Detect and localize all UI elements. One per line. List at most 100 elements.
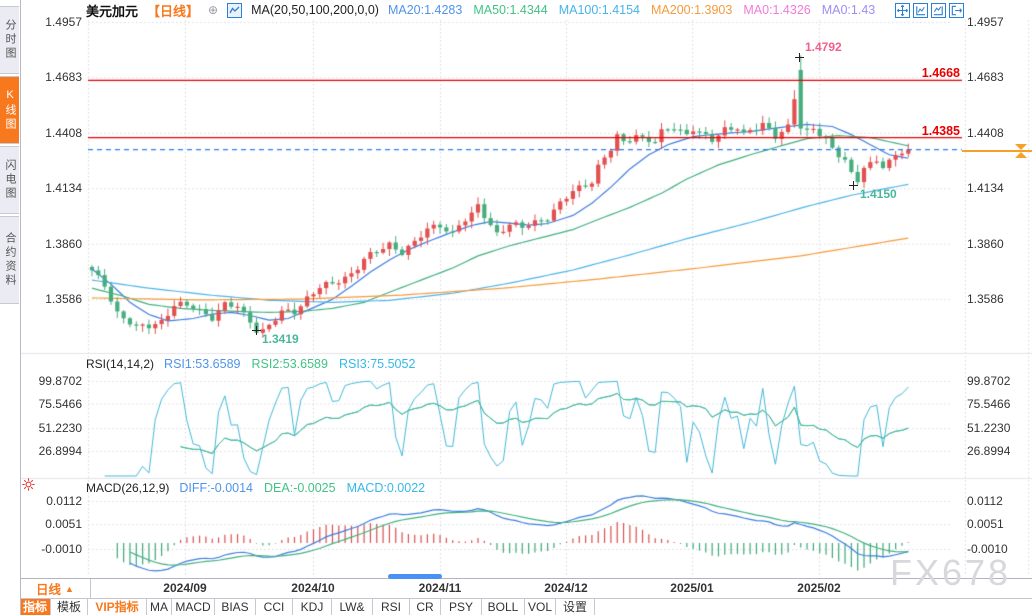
period-low-label: 1.3419 [262,332,299,346]
rsi-value-1: RSI1:53.6589 [164,357,241,371]
current-price-axis-line [962,150,1032,152]
ma-value-2: MA50:1.4344 [473,3,548,17]
rsi-title: RSI(14,14,2) [86,357,155,371]
toolbar-tab-BIAS[interactable]: BIAS [215,599,256,615]
ma-value-5: MA0:1.4326 [743,3,811,17]
ma-settings-label: MA(20,50,100,200,0,0) [251,3,379,17]
toolbar-tab-VOL[interactable]: VOL [525,599,556,615]
month-label-1: 2024/09 [163,581,207,595]
timeframe-selector-label: 日线 [36,583,62,597]
indicator-settings-icon[interactable] [21,477,36,497]
macd-axis-label-right-1: 0.0112 [967,494,1003,508]
toolbar-tab-RSI[interactable]: RSI [373,599,410,615]
toolbar-tab-MACD[interactable]: MACD [172,599,215,615]
price-axis-label-right-1: 1.4957 [967,15,1004,29]
rsi-axis-label-right-2: 75.5466 [967,396,1011,411]
symbol-name: 美元加元 [86,3,139,19]
scale-axis-right-icon[interactable] [931,3,946,18]
goto-latest-icon[interactable] [949,3,964,18]
period-high-marker [795,53,804,62]
scale-axis-left-icon[interactable] [913,3,928,18]
toolbar-tab-VIP指标[interactable]: VIP指标 [88,599,147,615]
price-axis-label-right-5: 1.3860 [967,236,1004,251]
rsi-axis-label-left-1: 99.8702 [38,374,82,388]
toolbar-tab-PSY[interactable]: PSY [441,599,482,615]
x-axis-row: 日线 ▲ 2024/09 2024/10 2024/11 2024/12 2025/01… [20,578,1032,599]
toolbar-tab-模板[interactable]: 模板 [51,599,88,615]
month-label-5: 2025/01 [670,581,714,595]
price-axis-label-left-3: 1.4408 [45,125,82,140]
recent-low-marker [849,181,858,190]
month-label-3: 2024/11 [418,581,462,595]
price-axis-label-left-5: 1.3860 [45,236,82,251]
rsi-axis-label-right-1: 99.8702 [967,374,1011,388]
ma-value-1: MA20:1.4283 [387,3,463,17]
month-label-2: 2024/10 [291,581,335,595]
macd-value-2: DEA:-0.0025 [264,481,336,495]
rsi-header: RSI(14,14,2) RSI1:53.6589 RSI2:53.6589 RSI… [86,357,415,371]
macd-value-1: DIFF:-0.0014 [179,481,254,495]
rsi-axis-label-left-3: 51.2230 [38,421,82,435]
ma-chart-icon [227,2,243,18]
rsi-values: RSI1:53.6589 RSI2:53.6589 RSI3:75.5052 [164,357,415,371]
price-axis-label-left-4: 1.4134 [45,181,82,196]
ma-value-3: MA100:1.4154 [558,3,640,17]
price-axis-label-right-6: 1.3586 [967,292,1004,307]
period-high-label: 1.4792 [805,40,842,54]
rsi-value-3: RSI3:75.5052 [338,357,416,371]
toolbar-tab-MA[interactable]: MA [147,599,172,615]
month-label-4: 2024/12 [544,581,588,595]
pan-move-icon[interactable] [895,3,910,18]
resistance-label-1: 1.4668 [921,66,960,80]
toolbar-tab-CR[interactable]: CR [410,599,441,615]
toolbar-tab-CCI[interactable]: CCI [256,599,293,615]
price-axis-label-left-2: 1.4683 [45,70,82,85]
window-tools [895,3,964,18]
indicator-toolbar: 指标 模板 VIP指标 MA MACD BIAS CCI KDJ LW& RSI CR PSY BOLL… [20,598,1032,615]
timeframe-label: 【日线】 [147,3,200,19]
toolbar-tab-指标[interactable]: 指标 [20,599,51,615]
left-sidebar: 分时图 K线图闪电图合约资料 [0,0,21,615]
macd-axis-label-left-1: 0.0112 [46,494,82,508]
ma-values: MA20:1.4283 MA50:1.4344 MA100:1.4154 MA200:… [388,3,875,17]
macd-axis-label-right-2: 0.0051 [967,517,1004,531]
toolbar-tab-LW&[interactable]: LW& [332,599,373,615]
macd-title: MACD(26,12,9) [86,481,170,495]
chart-main: 美元加元 【日线】 ⊕ MA(20,50,100,200,0,0) MA20:1… [20,0,1032,615]
rsi-axis-label-right-3: 51.2230 [967,421,1011,435]
rsi-axis-label-left-4: 26.8994 [38,444,82,458]
sidebar-tab-2[interactable]: K线图 [0,76,19,144]
macd-values: DIFF:-0.0014 DEA:-0.0025 MACD:0.0022 [179,481,425,495]
rsi-axis-label-left-2: 75.5466 [38,396,82,411]
macd-axis-label-right-3: -0.0010 [967,542,1008,556]
price-axis-label-right-4: 1.4134 [967,181,1004,196]
macd-value-3: MACD:0.0022 [346,481,426,495]
sidebar-tab-1[interactable]: 分时图 [0,6,19,74]
sidebar-tab-3[interactable]: 闪电图 [0,146,19,214]
month-label-6: 2025/02 [797,581,841,595]
recent-low-label: 1.4150 [860,187,897,201]
macd-axis-label-left-3: -0.0010 [41,542,82,556]
h-scrollbar-thumb[interactable] [388,574,442,579]
toolbar-tab-BOLL[interactable]: BOLL [482,599,525,615]
ma-value-4: MA200:1.3903 [651,3,733,17]
price-axis-label-right-2: 1.4683 [967,70,1004,85]
ma-value-6: MA0:1.43 [821,3,876,17]
chart-canvas[interactable] [20,0,1032,578]
add-indicator-icon[interactable]: ⊕ [208,3,219,17]
price-axis-handle[interactable] [1015,144,1027,158]
price-axis-label-left-6: 1.3586 [45,292,82,307]
toolbar-tab-设置[interactable]: 设置 [556,599,595,615]
timeframe-selector[interactable]: 日线 ▲ [20,579,91,598]
macd-header: MACD(26,12,9) DIFF:-0.0014 DEA:-0.0025 MAC… [86,481,425,495]
sidebar-tab-4[interactable]: 合约资料 [0,216,19,304]
price-axis-label-right-3: 1.4408 [967,125,1004,140]
timeframe-selector-arrow-icon: ▲ [65,583,74,594]
price-axis-label-left-1: 1.4957 [45,15,82,29]
toolbar-tab-KDJ[interactable]: KDJ [293,599,332,615]
rsi-value-2: RSI2:53.6589 [251,357,328,371]
resistance-label-2: 1.4385 [921,123,960,138]
rsi-axis-label-right-4: 26.8994 [967,444,1011,458]
chart-header: 美元加元 【日线】 ⊕ MA(20,50,100,200,0,0) MA20:1… [86,2,875,19]
